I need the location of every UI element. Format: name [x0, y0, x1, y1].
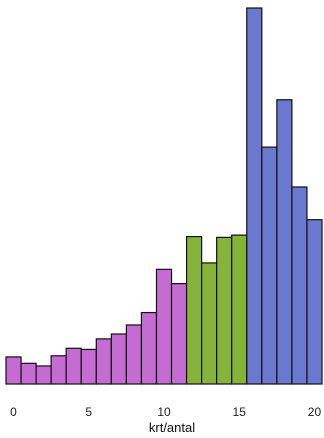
histogram-bar-20	[306, 219, 323, 385]
bars-layer	[5, 7, 323, 385]
histogram-bar-1	[20, 362, 37, 385]
histogram-bar-3	[50, 355, 67, 385]
histogram-bar-18	[276, 99, 293, 385]
histogram-bar-5	[80, 348, 97, 385]
x-tick-label-15: 15	[233, 405, 247, 419]
histogram-bar-10	[155, 268, 173, 385]
x-tick-label-10: 10	[157, 405, 171, 419]
x-axis-title: krt/antal	[149, 420, 195, 435]
histogram-bar-16	[246, 7, 263, 385]
histogram-bar-9	[140, 311, 158, 385]
histogram-bar-6	[95, 338, 112, 385]
x-tick-labels: 0 5 10 15 20	[10, 405, 321, 419]
histogram-bar-12	[185, 236, 203, 385]
histogram-bar-13	[201, 262, 218, 385]
histogram-bar-19	[291, 186, 308, 385]
histogram-bar-2	[35, 365, 52, 385]
histogram-bar-11	[170, 283, 188, 385]
histogram-bar-17	[261, 146, 278, 385]
x-tick-label-0: 0	[10, 405, 17, 419]
x-tick-label-5: 5	[85, 405, 92, 419]
histogram-bar-8	[125, 324, 143, 385]
histogram-bar-4	[65, 347, 82, 385]
histogram-bar-7	[110, 333, 127, 385]
histogram-bar-15	[231, 234, 248, 385]
x-tick-label-20: 20	[308, 405, 322, 419]
histogram-bar-14	[216, 236, 233, 385]
histogram-bar-0	[5, 356, 22, 385]
